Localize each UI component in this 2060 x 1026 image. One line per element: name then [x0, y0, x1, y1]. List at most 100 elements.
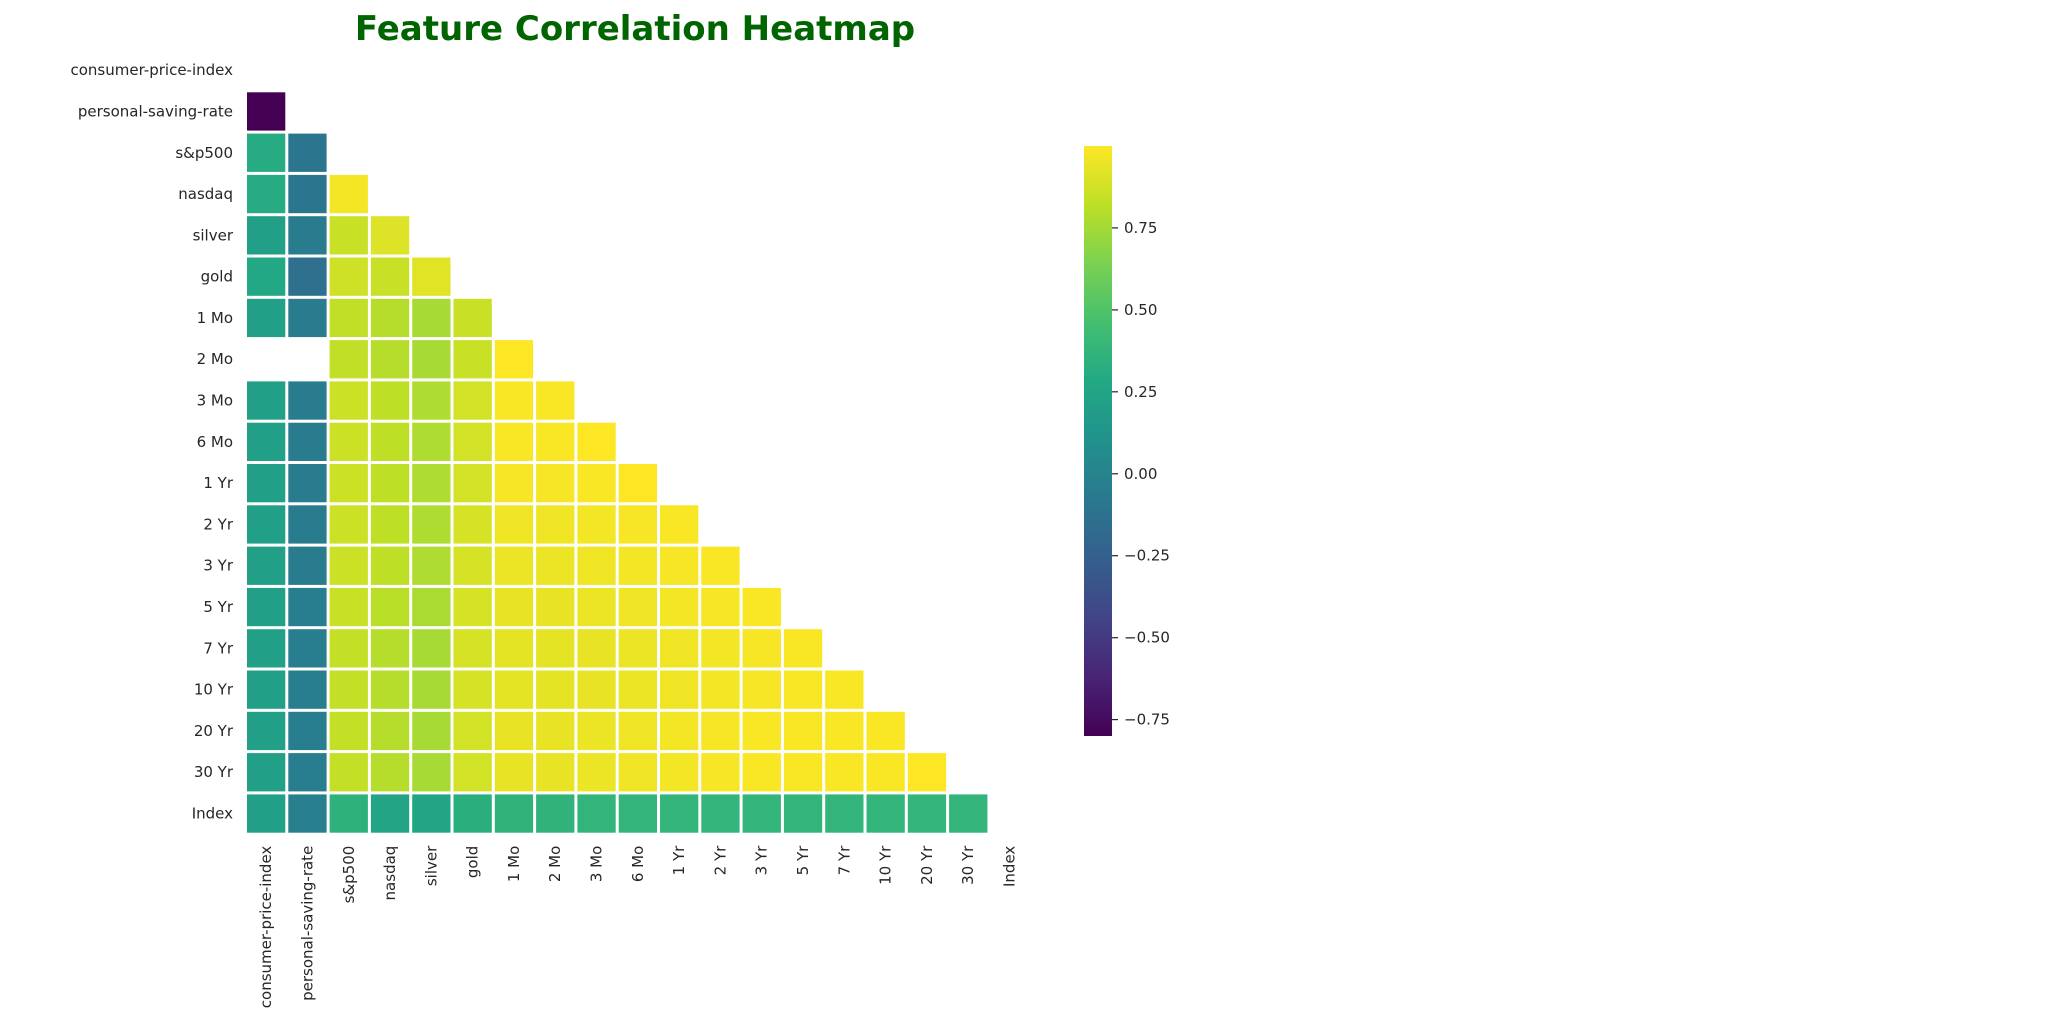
- heatmap-cell-3-1: [288, 174, 327, 214]
- heatmap-cell-10-9: [618, 464, 657, 503]
- heatmap-cell-13-8: [577, 587, 616, 627]
- heatmap-cell-14-11: [701, 629, 740, 668]
- heatmap-cell-8-4: [412, 381, 451, 420]
- heatmap-cell-8-1: [288, 381, 327, 420]
- x-tick-label: gold: [464, 846, 482, 878]
- y-tick-label: 10 Yr: [194, 681, 234, 699]
- heatmap-cell-14-13: [783, 629, 823, 668]
- heatmap-cell-17-7: [536, 753, 575, 792]
- heatmap-cell-8-6: [494, 381, 534, 420]
- x-tick-label: consumer-price-index: [257, 846, 275, 1009]
- heatmap-cell-11-0: [247, 505, 286, 544]
- heatmap-cell-11-9: [618, 505, 657, 544]
- heatmap-cell-18-8: [577, 794, 616, 833]
- heatmap-cell-17-16: [907, 753, 947, 792]
- heatmap-cell-6-0: [247, 298, 286, 338]
- heatmap-cell-7-2: [329, 340, 368, 379]
- heatmap-cell-14-6: [494, 629, 534, 668]
- heatmap-cell-12-2: [329, 546, 368, 585]
- heatmap-cell-11-1: [288, 505, 327, 544]
- heatmap-cell-12-7: [536, 546, 575, 585]
- x-tick-label: 1 Mo: [505, 846, 523, 882]
- heatmap-cell-7-5: [453, 340, 492, 379]
- heatmap-cell-15-11: [701, 670, 740, 709]
- y-tick-label: nasdaq: [178, 185, 233, 203]
- heatmap-cell-10-7: [536, 464, 575, 503]
- heatmap-cell-5-2: [329, 257, 368, 296]
- heatmap-cell-12-9: [618, 546, 657, 585]
- heatmap-cell-16-10: [660, 711, 699, 751]
- x-tick-label: 10 Yr: [877, 845, 895, 885]
- colorbar-tick-label: 0.50: [1124, 301, 1157, 319]
- heatmap-cell-9-7: [536, 422, 575, 461]
- y-tick-label: consumer-price-index: [71, 61, 234, 79]
- x-tick-label: 30 Yr: [959, 845, 977, 885]
- heatmap-cell-18-3: [370, 794, 410, 833]
- heatmap-cell-13-5: [453, 587, 492, 627]
- heatmap-cell-18-17: [949, 794, 988, 833]
- heatmap-cell-2-1: [288, 133, 327, 172]
- x-tick-label: 3 Yr: [753, 845, 771, 875]
- heatmap-cell-14-0: [247, 629, 286, 668]
- heatmap-cell-13-10: [660, 587, 699, 627]
- heatmap-cell-13-7: [536, 587, 575, 627]
- heatmap-cell-16-4: [412, 711, 451, 751]
- heatmap-cell-17-3: [370, 753, 410, 792]
- y-tick-label: 5 Yr: [203, 598, 233, 616]
- heatmap-cell-4-1: [288, 216, 327, 255]
- heatmap-cell-12-5: [453, 546, 492, 585]
- heatmap-cell-4-3: [370, 216, 410, 255]
- x-tick-label: Index: [1001, 846, 1019, 887]
- y-tick-label: Index: [192, 805, 233, 823]
- heatmap-cell-17-4: [412, 753, 451, 792]
- heatmap-cell-6-3: [370, 298, 410, 338]
- heatmap-cell-15-7: [536, 670, 575, 709]
- heatmap-cell-5-4: [412, 257, 451, 296]
- colorbar-tick-label: −0.75: [1124, 711, 1170, 729]
- heatmap-cell-17-9: [618, 753, 657, 792]
- heatmap-cell-10-1: [288, 464, 327, 503]
- heatmap-cell-10-2: [329, 464, 368, 503]
- colorbar-tick-label: 0.00: [1124, 465, 1157, 483]
- heatmap-cell-7-3: [370, 340, 410, 379]
- heatmap-cell-16-9: [618, 711, 657, 751]
- heatmap-cell-18-7: [536, 794, 575, 833]
- heatmap-cell-18-12: [742, 794, 781, 833]
- heatmap-cell-15-12: [742, 670, 781, 709]
- heatmap-cell-10-3: [370, 464, 410, 503]
- heatmap-cell-10-0: [247, 464, 286, 503]
- heatmap-cell-15-9: [618, 670, 657, 709]
- colorbar-tick-label: 0.75: [1124, 219, 1157, 237]
- heatmap-cell-11-3: [370, 505, 410, 544]
- heatmap-cell-13-4: [412, 587, 451, 627]
- heatmap-cell-17-6: [494, 753, 534, 792]
- heatmap-cell-14-12: [742, 629, 781, 668]
- heatmap-cell-15-13: [783, 670, 823, 709]
- heatmap-cell-16-3: [370, 711, 410, 751]
- heatmap-cell-17-1: [288, 753, 327, 792]
- heatmap-cell-18-0: [247, 794, 286, 833]
- colorbar: 0.75 0.50 0.25 0.00 −0.25 −0.50 −0.75: [1084, 146, 1170, 736]
- heatmap-cell-9-1: [288, 422, 327, 461]
- heatmap-cell-17-8: [577, 753, 616, 792]
- heatmap-cell-9-5: [453, 422, 492, 461]
- heatmap-cell-7-4: [412, 340, 451, 379]
- heatmap-cell-8-7: [536, 381, 575, 420]
- heatmap-cell-14-9: [618, 629, 657, 668]
- y-tick-label: 7 Yr: [203, 639, 233, 657]
- heatmap-cell-12-10: [660, 546, 699, 585]
- heatmap-cell-17-5: [453, 753, 492, 792]
- y-tick-label: 30 Yr: [194, 763, 234, 781]
- heatmap-cell-8-2: [329, 381, 368, 420]
- heatmap-cell-13-6: [494, 587, 534, 627]
- y-tick-label: 1 Yr: [203, 474, 233, 492]
- y-tick-label: s&p500: [175, 144, 233, 162]
- x-tick-label: 5 Yr: [794, 845, 812, 875]
- heatmap-cell-16-8: [577, 711, 616, 751]
- heatmap-cell-16-14: [825, 711, 864, 751]
- colorbar-tick-label: 0.25: [1124, 383, 1157, 401]
- y-tick-label: personal-saving-rate: [78, 102, 233, 120]
- heatmap-cell-8-3: [370, 381, 410, 420]
